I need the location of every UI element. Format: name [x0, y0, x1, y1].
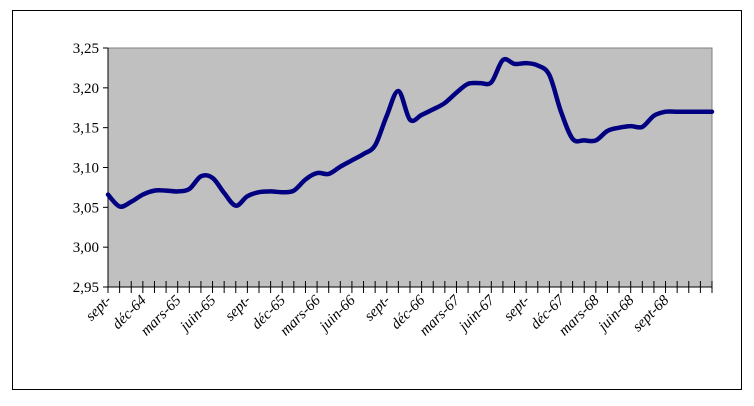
- data-point: [129, 200, 133, 204]
- data-point: [280, 190, 284, 194]
- y-tick-label: 3,25: [73, 41, 99, 57]
- data-point: [338, 165, 342, 169]
- data-point: [106, 193, 110, 197]
- data-point: [408, 118, 412, 122]
- data-point: [327, 172, 331, 176]
- data-point: [513, 62, 517, 66]
- data-point: [489, 80, 493, 84]
- data-point: [303, 177, 307, 181]
- data-point: [571, 137, 575, 141]
- data-point: [269, 189, 273, 193]
- data-point: [396, 89, 400, 93]
- data-point: [524, 61, 528, 65]
- data-point: [594, 138, 598, 142]
- x-tick-label: mars-67: [417, 291, 465, 339]
- data-point: [176, 189, 180, 193]
- data-point: [141, 193, 145, 197]
- data-point: [687, 110, 691, 114]
- data-point: [466, 82, 470, 86]
- data-point: [292, 189, 296, 193]
- y-tick-label: 2,95: [73, 280, 99, 296]
- data-point: [547, 73, 551, 77]
- data-point: [245, 194, 249, 198]
- data-point: [350, 158, 354, 162]
- data-point: [664, 110, 668, 114]
- data-point: [420, 113, 424, 117]
- data-point: [652, 114, 656, 118]
- data-point: [373, 143, 377, 147]
- data-point: [315, 171, 319, 175]
- data-point: [211, 176, 215, 180]
- x-tick-label: juin-66: [315, 292, 359, 336]
- data-point: [222, 191, 226, 195]
- data-point: [234, 204, 238, 208]
- plot-area: [107, 47, 713, 288]
- data-point: [698, 110, 702, 114]
- y-tick-label: 3,15: [73, 121, 99, 137]
- data-point: [536, 64, 540, 68]
- x-tick-label: sept-68: [630, 292, 673, 335]
- data-point: [675, 110, 679, 114]
- y-tick-label: 3,00: [73, 240, 99, 256]
- data-point: [617, 126, 621, 130]
- x-tick-label: juin-67: [455, 291, 499, 335]
- data-point: [152, 189, 156, 193]
- x-tick-label: juin-65: [176, 292, 220, 336]
- x-tick-label: juin-68: [594, 292, 638, 336]
- data-point: [501, 58, 505, 62]
- data-point: [385, 114, 389, 118]
- data-point: [199, 174, 203, 178]
- data-point: [118, 205, 122, 209]
- data-point: [559, 110, 563, 114]
- data-point: [710, 110, 714, 114]
- data-point: [362, 152, 366, 156]
- y-axis: 3,25 3,20 3,15 3,10 3,05 3,00 2,95: [73, 41, 109, 296]
- data-point: [640, 125, 644, 129]
- data-point: [257, 190, 261, 194]
- series-line: [105, 56, 715, 209]
- y-tick-label: 3,20: [73, 81, 99, 97]
- data-point: [187, 187, 191, 191]
- data-point: [629, 124, 633, 128]
- data-point: [605, 129, 609, 133]
- y-tick-label: 3,10: [73, 161, 99, 177]
- data-point: [164, 189, 168, 193]
- data-point: [454, 91, 458, 95]
- y-tick-label: 3,05: [73, 200, 99, 216]
- data-point: [582, 138, 586, 142]
- data-point: [431, 107, 435, 111]
- data-point: [478, 81, 482, 85]
- data-point: [443, 101, 447, 105]
